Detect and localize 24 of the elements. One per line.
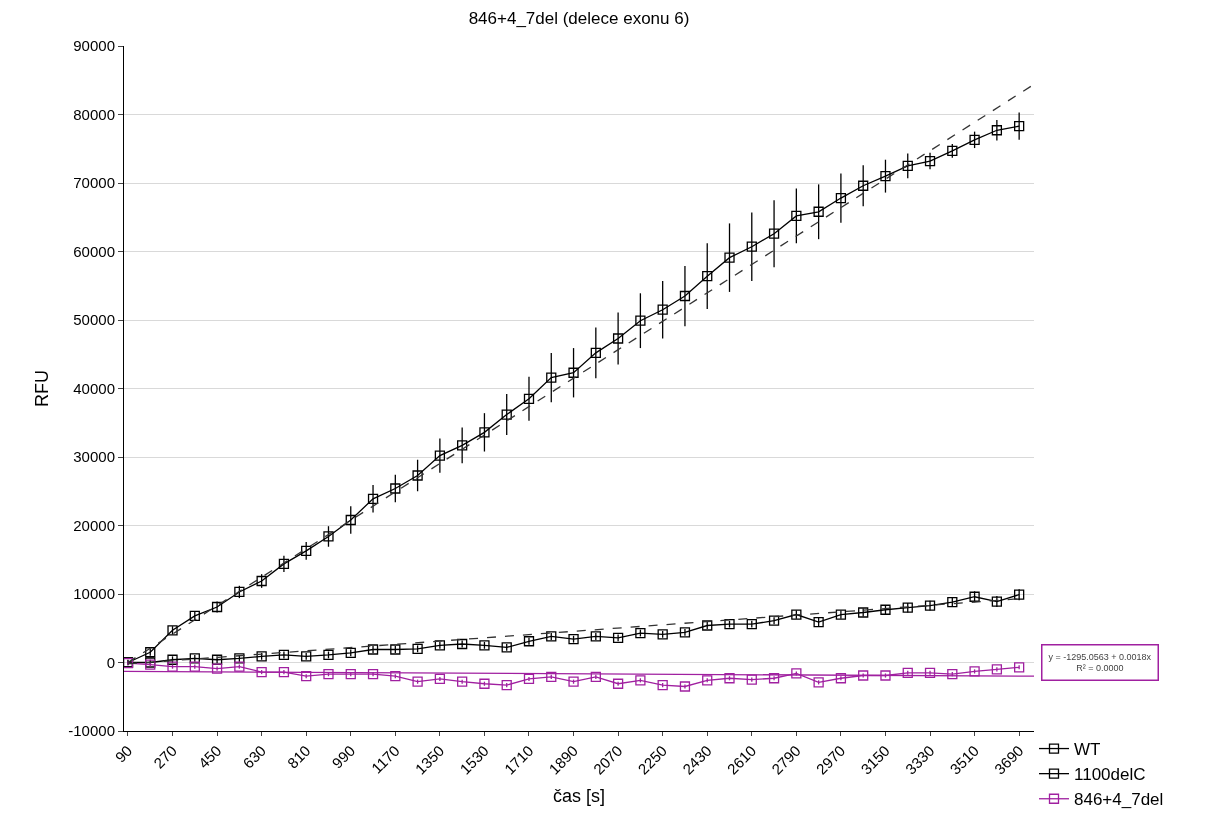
y-tick-label: 10000 (73, 585, 115, 603)
x-tick-label: 90 (111, 741, 136, 766)
y-axis-title: RFU (32, 370, 53, 407)
x-tick-label: 450 (194, 741, 225, 772)
x-tick-label: 270 (150, 741, 180, 772)
y-tick-label: 70000 (73, 174, 115, 192)
y-tick-label: -10000 (68, 722, 115, 740)
x-tick-label: 810 (283, 741, 314, 772)
x-tick-label: 630 (239, 741, 270, 772)
y-tick-label: 30000 (73, 448, 115, 466)
y-tick-label: 20000 (73, 516, 115, 534)
legend-label: WT (1074, 740, 1101, 760)
text: y = -1295.0563 + 0.0018x R² = 0.0000 (1048, 651, 1152, 674)
x-axis-title: čas [s] (552, 785, 606, 806)
y-tick-label: 80000 (73, 105, 115, 123)
y-tick-label: 60000 (73, 242, 115, 260)
chart-title: 846+4_7del (delece exonu 6) (468, 9, 690, 29)
legend-label: 846+4_7del (1074, 790, 1164, 810)
y-tick-label: 90000 (73, 37, 115, 55)
y-tick-label: 40000 (73, 379, 115, 397)
legend-label: 1100delC (1074, 765, 1146, 785)
y-tick-label: 50000 (73, 311, 115, 329)
x-tick-label: 990 (328, 741, 359, 772)
y-tick-label: 0 (106, 653, 115, 671)
